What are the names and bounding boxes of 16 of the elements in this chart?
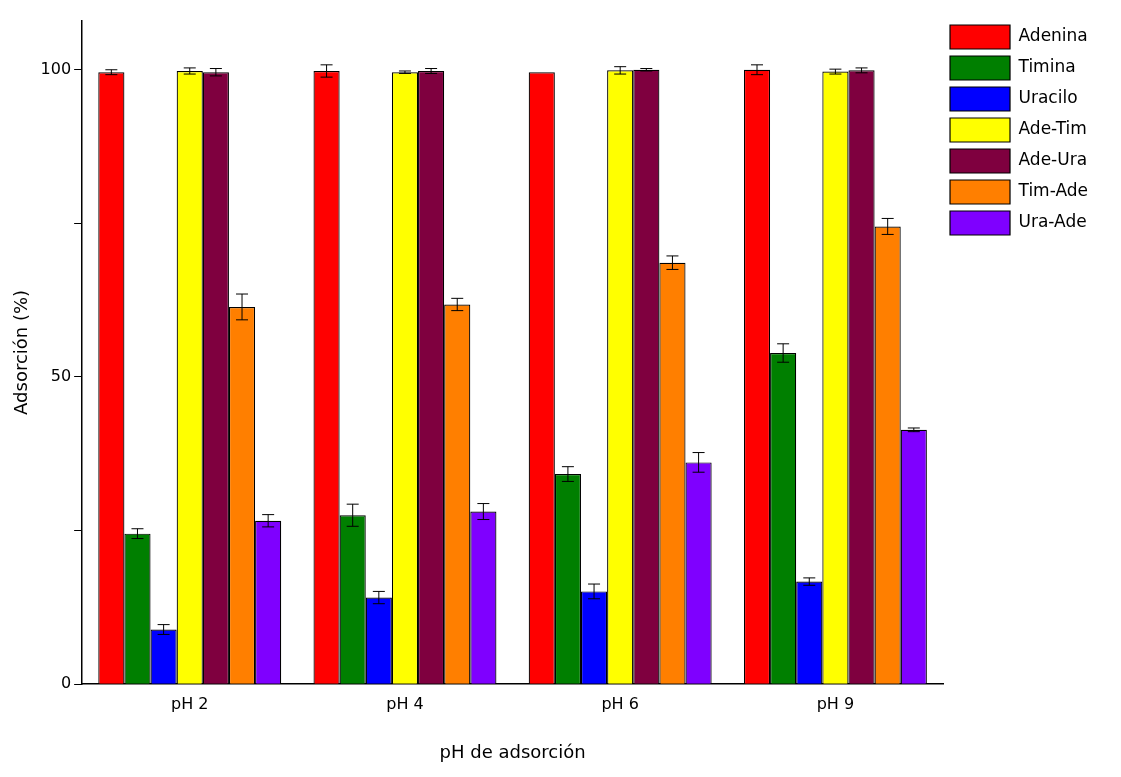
y-tick-label: 50 [50,366,72,386]
legend-label: Adenina [1018,25,1088,46]
legend-label: Ura-Ade [1018,211,1087,232]
y-tick-label: 100 [40,58,72,78]
x-tick-label: pH 9 [816,693,855,713]
legend-label: Timina [1017,56,1076,77]
y-tick-label: 0 [60,673,72,693]
legend-label: Tim-Ade [1017,180,1089,201]
legend-label: Uracilo [1018,87,1078,108]
x-tick-label: pH 2 [171,693,209,713]
y-axis-title: Adsorción (%) [10,289,32,415]
x-axis-title: pH de adsorción [439,740,586,762]
legend-label: Ade-Tim [1018,118,1087,139]
x-tick-label: pH 4 [386,693,424,713]
legend-label: Ade-Ura [1018,149,1088,170]
x-tick-label: pH 6 [601,693,639,713]
